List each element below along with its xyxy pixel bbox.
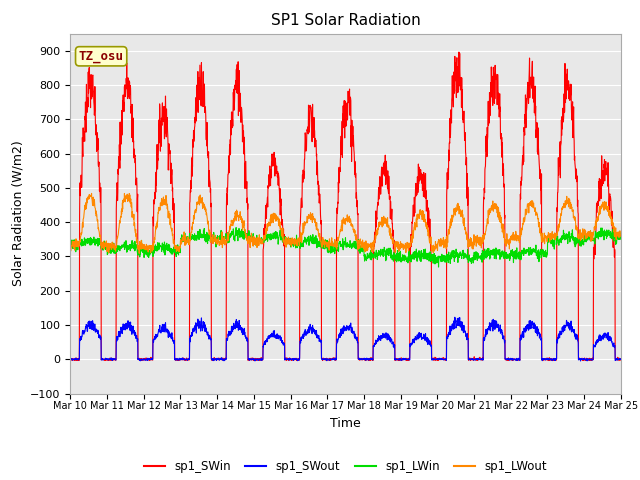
sp1_SWout: [220, 358, 228, 363]
sp1_LWout: [569, 208, 577, 214]
sp1_LWin: [67, 238, 74, 243]
sp1_LWin: [220, 236, 228, 242]
sp1_LWin: [506, 252, 514, 258]
sp1_SWin: [362, 357, 369, 363]
Line: sp1_SWout: sp1_SWout: [70, 317, 621, 361]
X-axis label: Time: Time: [330, 417, 361, 430]
sp1_LWin: [374, 254, 381, 260]
sp1_LWout: [374, 226, 381, 232]
sp1_SWout: [362, 356, 369, 362]
sp1_SWout: [617, 357, 625, 362]
sp1_SWout: [67, 356, 74, 362]
sp1_LWout: [67, 240, 74, 246]
sp1_SWin: [455, 49, 463, 55]
sp1_SWout: [451, 314, 459, 320]
sp1_LWout: [221, 238, 228, 243]
sp1_SWin: [67, 355, 74, 361]
sp1_SWin: [68, 358, 76, 363]
sp1_SWout: [584, 357, 592, 362]
sp1_SWin: [569, 99, 577, 105]
sp1_SWin: [220, 358, 228, 363]
Title: SP1 Solar Radiation: SP1 Solar Radiation: [271, 13, 420, 28]
Line: sp1_LWout: sp1_LWout: [70, 193, 621, 253]
Legend: sp1_SWin, sp1_SWout, sp1_LWin, sp1_LWout: sp1_SWin, sp1_SWout, sp1_LWin, sp1_LWout: [139, 456, 552, 478]
sp1_LWin: [617, 237, 625, 242]
sp1_LWin: [435, 264, 442, 270]
sp1_SWin: [584, 356, 592, 362]
sp1_LWin: [232, 225, 240, 230]
sp1_LWout: [362, 238, 370, 244]
sp1_LWin: [362, 253, 369, 259]
sp1_SWout: [506, 357, 513, 363]
sp1_LWout: [136, 251, 143, 256]
sp1_SWin: [506, 356, 514, 362]
sp1_LWout: [584, 231, 592, 237]
sp1_LWin: [569, 231, 577, 237]
sp1_SWin: [617, 357, 625, 363]
Line: sp1_LWin: sp1_LWin: [70, 228, 621, 267]
Line: sp1_SWin: sp1_SWin: [70, 52, 621, 360]
sp1_LWin: [584, 233, 592, 239]
sp1_SWout: [568, 324, 576, 330]
sp1_LWout: [88, 191, 95, 196]
Y-axis label: Solar Radiation (W/m2): Solar Radiation (W/m2): [12, 141, 25, 287]
sp1_LWout: [617, 234, 625, 240]
sp1_LWout: [506, 240, 514, 246]
sp1_SWout: [577, 358, 584, 364]
sp1_SWout: [374, 338, 381, 344]
sp1_SWin: [374, 202, 381, 208]
Text: TZ_osu: TZ_osu: [79, 50, 124, 63]
